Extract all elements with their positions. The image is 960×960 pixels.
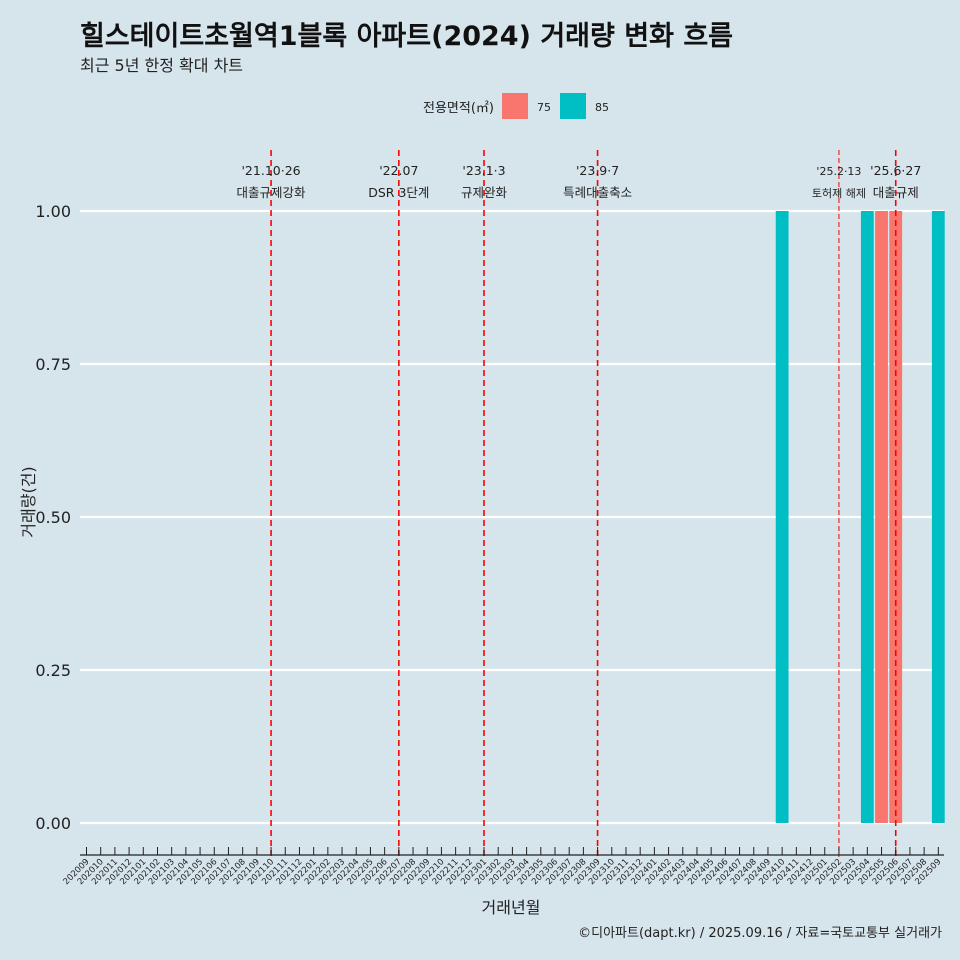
source-caption: ©디아파트(dapt.kr) / 2025.09.16 / 자료=국토교통부 실… xyxy=(578,926,942,941)
legend-title: 전용면적(㎡) xyxy=(423,101,494,116)
event-label: DSR 3단계 xyxy=(368,185,429,200)
chart-subtitle: 최근 5년 한정 확대 차트 xyxy=(80,56,244,75)
bar-75-202505 xyxy=(875,211,888,823)
x-axis: 2020092020102020112020122021012021022021… xyxy=(62,847,944,887)
bars xyxy=(775,211,945,823)
y-tick-label: 0.00 xyxy=(35,814,71,833)
legend-swatch-85 xyxy=(560,93,586,119)
event-date: '22.07 xyxy=(379,163,418,178)
event-label: 토허제 해제 xyxy=(812,186,866,200)
y-grid xyxy=(80,209,944,825)
legend: 전용면적(㎡) 75 85 xyxy=(423,93,609,119)
y-tick-label: 0.25 xyxy=(35,661,71,680)
y-tick-label: 0.75 xyxy=(35,355,71,374)
event-date: '23.1·3 xyxy=(462,163,505,178)
y-axis-label: 거래량(건) xyxy=(19,466,38,537)
y-axis: 0.00 0.25 0.50 0.75 1.00 xyxy=(35,202,71,833)
event-date: '25.6·27 xyxy=(870,163,921,178)
chart-title: 힐스테이트초월역1블록 아파트(2024) 거래량 변화 흐름 xyxy=(80,21,734,52)
event-date: '21.10·26 xyxy=(242,163,301,178)
legend-swatch-75 xyxy=(502,93,528,119)
event-label: 대출규제강화 xyxy=(237,185,307,200)
event-label: 특례대출축소 xyxy=(563,185,632,200)
event-date: '25.2·13 xyxy=(816,165,861,178)
bar-85-202410 xyxy=(775,211,789,823)
event-label: 규제완화 xyxy=(461,185,508,200)
bar-85-202504 xyxy=(860,211,874,823)
x-axis-label: 거래년월 xyxy=(482,898,541,917)
legend-label-75: 75 xyxy=(537,101,551,114)
event-lines: '21.10·26 대출규제강화 '22.07 DSR 3단계 '23.1·3 규제완화 '… xyxy=(237,150,921,857)
y-tick-label: 0.50 xyxy=(35,508,71,527)
event-date: '23.9·7 xyxy=(576,163,619,178)
bar-75-202506 xyxy=(889,211,903,823)
bar-85-202509 xyxy=(931,211,945,823)
y-tick-label: 1.00 xyxy=(35,202,71,221)
legend-label-85: 85 xyxy=(595,101,609,114)
event-label: 대출규제 xyxy=(873,185,919,200)
